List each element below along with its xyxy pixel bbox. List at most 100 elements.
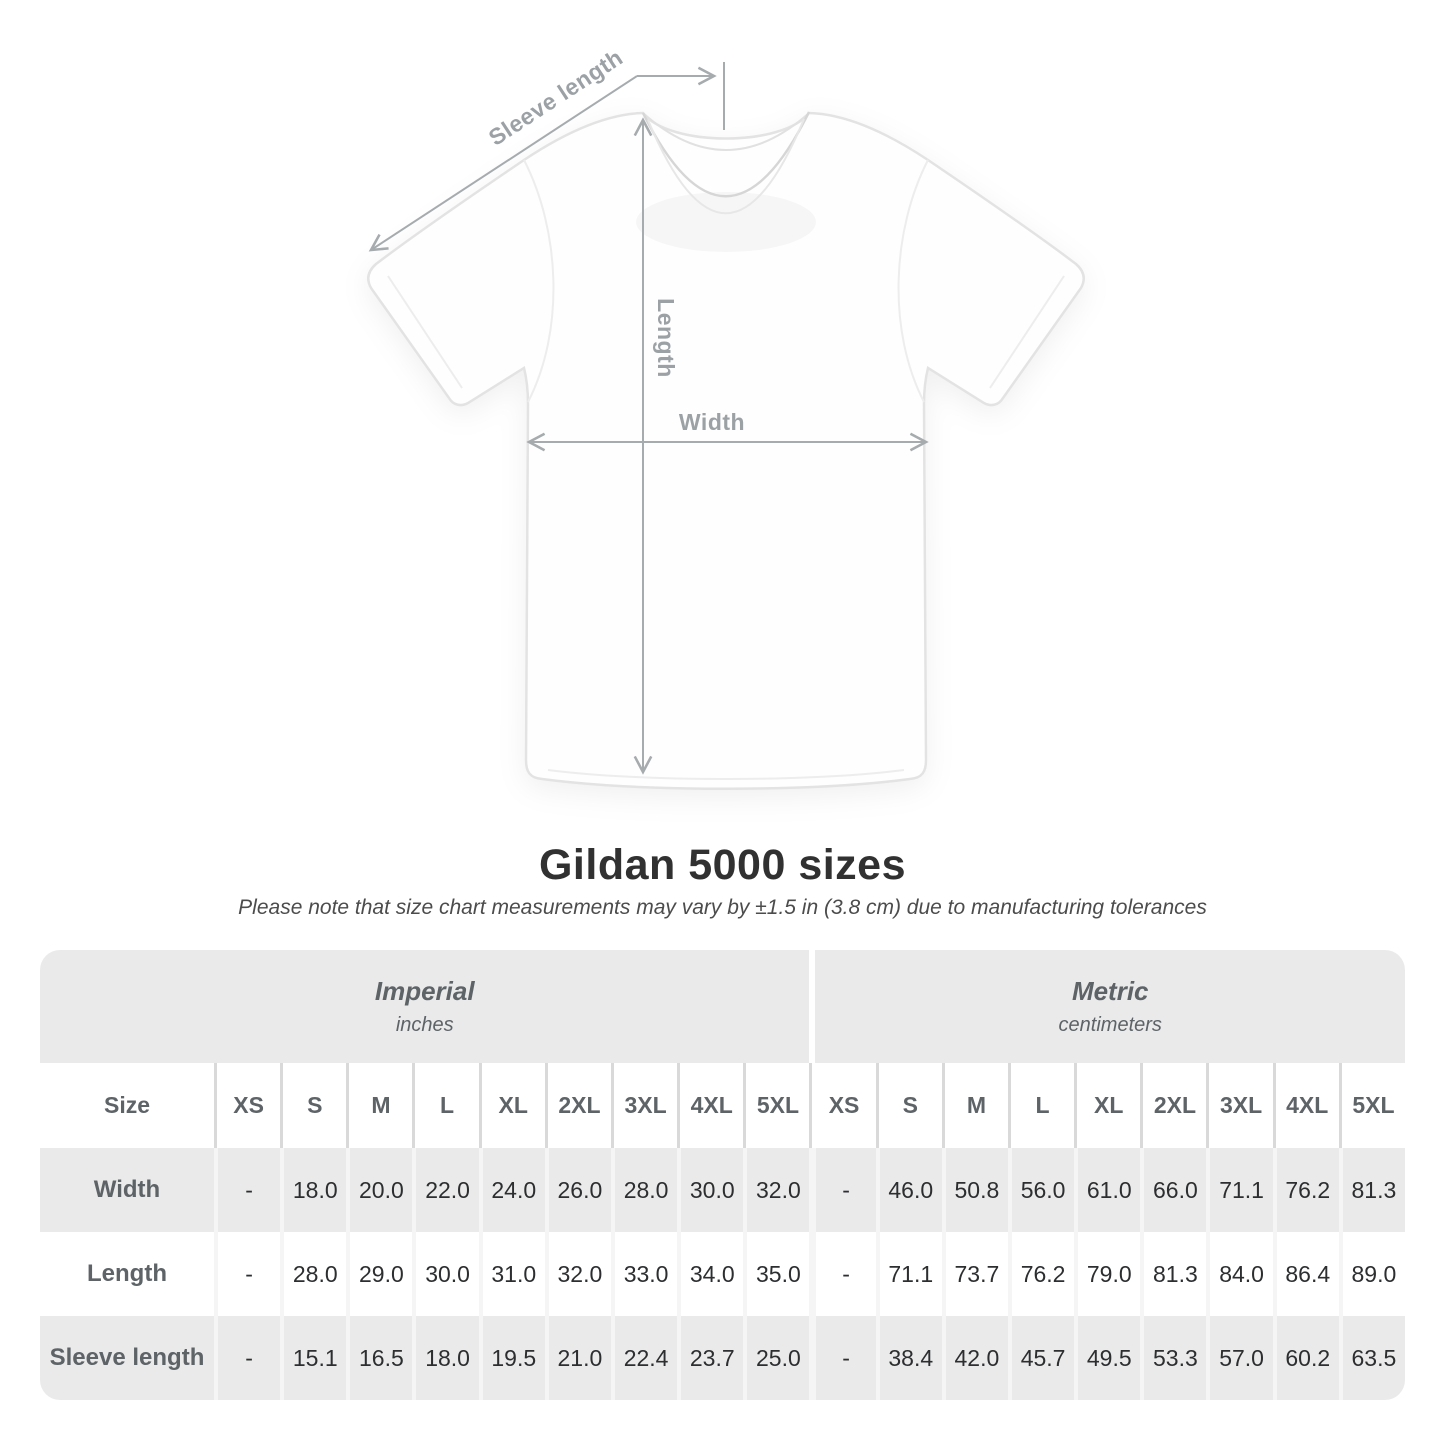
measurement-value-cell: 60.2 [1272, 1316, 1339, 1400]
measurement-value-cell: 57.0 [1206, 1316, 1273, 1400]
measurement-value-cell: 81.3 [1140, 1232, 1207, 1316]
measurement-value-cell: 16.5 [346, 1316, 413, 1400]
page-title: Gildan 5000 sizes [538, 841, 907, 889]
collar-seam-line [647, 118, 805, 215]
measurement-value-cell: 56.0 [1007, 1148, 1075, 1232]
measurement-value-cell: 53.3 [1140, 1316, 1207, 1400]
measurement-value-cell: 20.0 [346, 1148, 413, 1232]
measurement-value-cell: 32.0 [544, 1232, 611, 1316]
size-column-header: 4XL [677, 1063, 744, 1148]
size-column-header: 2XL [544, 1063, 611, 1148]
right-sleeve-hem-seam [989, 275, 1065, 389]
measurement-value-cell: - [809, 1232, 876, 1316]
left-armhole-seam [523, 159, 555, 403]
measurement-value-cell: 63.5 [1338, 1316, 1405, 1400]
length-label: Length [653, 298, 679, 378]
collar-back-line [642, 112, 810, 151]
size-column-header: 2XL [1140, 1063, 1207, 1148]
measurement-value-cell: 21.0 [544, 1316, 611, 1400]
size-column-header: XS [214, 1063, 281, 1148]
measurement-value-cell: - [214, 1232, 281, 1316]
size-column-header: XS [809, 1063, 876, 1148]
width-label: Width [679, 409, 745, 435]
measurement-value-cell: 86.4 [1272, 1232, 1339, 1316]
size-column-header: 3XL [610, 1063, 678, 1148]
measurement-value-cell: 25.0 [743, 1316, 810, 1400]
collar-inner-edge [641, 111, 811, 198]
metric-group-header: Metric centimeters [809, 950, 1405, 1063]
size-column-header: XL [1074, 1063, 1141, 1148]
measurement-value-cell: 42.0 [941, 1316, 1008, 1400]
measurement-row-label: Sleeve length [40, 1316, 214, 1400]
measurement-value-cell: 61.0 [1074, 1148, 1141, 1232]
measurement-value-cell: 81.3 [1338, 1148, 1405, 1232]
measurement-value-cell: 66.0 [1140, 1148, 1207, 1232]
tolerance-note: Please note that size chart measurements… [238, 896, 1207, 919]
measurement-value-cell: 24.0 [478, 1148, 545, 1232]
bottom-hem-seam [547, 769, 905, 780]
metric-group-title: Metric [1071, 976, 1149, 1006]
size-column-header: XL [478, 1063, 545, 1148]
measurement-value-cell: 18.0 [412, 1316, 479, 1400]
measurement-value-cell: 79.0 [1074, 1232, 1141, 1316]
measurement-value-cell: 76.2 [1272, 1148, 1339, 1232]
left-sleeve-hem-seam [387, 275, 463, 389]
measurement-value-cell: 29.0 [346, 1232, 413, 1316]
measurement-value-cell: 22.0 [412, 1148, 479, 1232]
measurement-value-cell: 73.7 [941, 1232, 1008, 1316]
tshirt-measurement-diagram: Sleeve length Length Width [367, 44, 1085, 790]
size-column-header: 3XL [1206, 1063, 1273, 1148]
measurement-value-cell: 30.0 [677, 1148, 744, 1232]
size-column-header: 4XL [1272, 1063, 1339, 1148]
measurement-value-cell: 34.0 [677, 1232, 744, 1316]
right-armhole-seam [897, 159, 929, 403]
size-chart-table: Imperial inches Metric centimeters Size X… [40, 950, 1405, 1400]
measurement-value-cell: 71.1 [875, 1232, 942, 1316]
collar-shadow [636, 192, 816, 252]
measurement-value-cell: 30.0 [412, 1232, 479, 1316]
measurement-value-cell: 50.8 [941, 1148, 1008, 1232]
imperial-group-units: inches [395, 1014, 454, 1036]
measurement-value-cell: 28.0 [610, 1148, 678, 1232]
size-column-header: M [346, 1063, 413, 1148]
measurement-value-cell: 33.0 [610, 1232, 678, 1316]
metric-group-units: centimeters [1058, 1014, 1162, 1036]
size-corner-header: Size [40, 1063, 214, 1148]
measurement-value-cell: 15.1 [280, 1316, 347, 1400]
measurement-value-cell: - [214, 1148, 281, 1232]
size-column-header: L [1007, 1063, 1075, 1148]
measurement-row-label: Width [40, 1148, 214, 1232]
measurement-value-cell: 32.0 [743, 1148, 810, 1232]
measurement-value-cell: 71.1 [1206, 1148, 1273, 1232]
measurement-value-cell: 76.2 [1007, 1232, 1075, 1316]
measurement-value-cell: 26.0 [544, 1148, 611, 1232]
measurement-value-cell: 89.0 [1338, 1232, 1405, 1316]
measurement-value-cell: 22.4 [610, 1316, 678, 1400]
measurement-value-cell: 84.0 [1206, 1232, 1273, 1316]
measurement-value-cell: - [809, 1316, 876, 1400]
measurement-value-cell: 31.0 [478, 1232, 545, 1316]
measurement-value-cell: - [809, 1148, 876, 1232]
measurement-value-cell: 38.4 [875, 1316, 942, 1400]
measurement-value-cell: 28.0 [280, 1232, 347, 1316]
measurement-value-cell: 46.0 [875, 1148, 942, 1232]
size-column-header: S [280, 1063, 347, 1148]
sleeve-length-arrow [368, 75, 638, 252]
imperial-group-title: Imperial [374, 976, 475, 1006]
measurement-value-cell: 45.7 [1007, 1316, 1075, 1400]
measurement-row-label: Length [40, 1232, 214, 1316]
measurement-value-cell: 35.0 [743, 1232, 810, 1316]
measurement-value-cell: 23.7 [677, 1316, 744, 1400]
size-column-header: 5XL [743, 1063, 810, 1148]
size-column-header: L [412, 1063, 479, 1148]
size-column-header: M [941, 1063, 1008, 1148]
measurement-value-cell: 19.5 [478, 1316, 545, 1400]
size-column-header: 5XL [1338, 1063, 1405, 1148]
measurement-value-cell: - [214, 1316, 281, 1400]
tshirt-illustration [367, 111, 1085, 790]
size-column-header: S [875, 1063, 942, 1148]
imperial-group-header: Imperial inches [40, 950, 810, 1063]
measurement-value-cell: 18.0 [280, 1148, 347, 1232]
measurement-value-cell: 49.5 [1074, 1316, 1141, 1400]
